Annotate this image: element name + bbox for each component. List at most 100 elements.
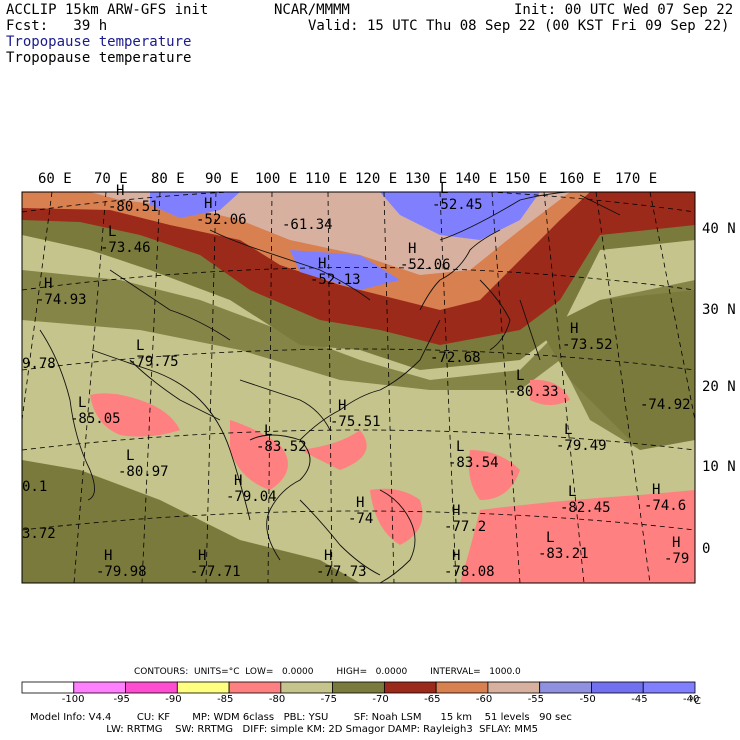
extremum-value: -73.52 — [562, 337, 613, 353]
extremum-value: -82.45 — [560, 500, 611, 516]
lon-label: 100 E — [255, 171, 298, 187]
extremum-value: -72.68 — [430, 350, 481, 366]
extremum-value: -61.34 — [282, 217, 333, 233]
high-marker: H — [324, 548, 333, 564]
high-marker: H — [408, 241, 417, 257]
colorbar-tick-label: -95 — [113, 694, 130, 705]
extremum-value: 3.72 — [22, 526, 56, 542]
model-info-line1: Model Info: V4.4 CU: KF MP: WDM 6class P… — [30, 712, 572, 723]
lon-label: 70 E — [94, 171, 128, 187]
lon-label: 60 E — [38, 171, 72, 187]
extremum-value: -73.46 — [100, 240, 151, 256]
colorbar-tick-label: -40 — [683, 694, 700, 705]
center-credit: NCAR/MMMM — [274, 2, 350, 18]
colorbar-tick-label: -75 — [320, 694, 337, 705]
extremum-value: -74.92 — [640, 397, 691, 413]
colorbar-tick-label: -85 — [217, 694, 234, 705]
extremum-value: -80.33 — [508, 384, 559, 400]
lon-label: 120 E — [355, 171, 398, 187]
colorbar-tick-label: -65 — [424, 694, 441, 705]
extremum-value: -74 — [348, 511, 374, 527]
lon-label: 160 E — [559, 171, 602, 187]
extremum-value: -52.13 — [310, 272, 361, 288]
model-title: ACCLIP 15km ARW-GFS init — [6, 2, 209, 18]
colorbar-tick-label: -70 — [372, 694, 389, 705]
extremum-value: -75.51 — [330, 414, 381, 430]
extremum-value: -77.73 — [316, 564, 367, 580]
extremum-value: -79.98 — [96, 564, 147, 580]
high-marker: H — [356, 495, 365, 511]
low-marker: L — [568, 484, 577, 500]
high-marker: H — [234, 473, 243, 489]
high-marker: H — [452, 503, 461, 519]
valid-time: Valid: 15 UTC Thu 08 Sep 22 (00 KST Fri … — [308, 18, 730, 34]
colorbar-tick-label: -60 — [475, 694, 493, 705]
lat-label: 20 N — [702, 379, 736, 395]
colorbar-tick-label: -80 — [268, 694, 286, 705]
extremum-value: 0.1 — [22, 479, 48, 495]
extremum-value: -79.49 — [556, 438, 607, 454]
lat-label: 40 N — [702, 221, 736, 237]
high-marker: H — [672, 535, 681, 551]
colorbar-tick-label: -50 — [579, 694, 596, 705]
lon-label: 170 E — [615, 171, 658, 187]
extremum-value: -79 — [664, 551, 690, 567]
low-marker: L — [264, 423, 273, 439]
lon-label: 110 E — [305, 171, 348, 187]
lon-label: 80 E — [151, 171, 185, 187]
extremum-value: -52.45 — [432, 197, 483, 213]
high-marker: H — [44, 276, 53, 292]
contour-info: CONTOURS: UNITS=°C LOW= 0.0000 HIGH= 0.0… — [134, 667, 521, 677]
colorbar-tick-label: -45 — [631, 694, 648, 705]
lon-label: 90 E — [205, 171, 239, 187]
field-title-blue: Tropopause temperature — [6, 34, 192, 50]
filled-field — [22, 192, 695, 583]
extremum-value: -83.52 — [256, 439, 307, 455]
colorbar-unit: °C — [689, 696, 701, 707]
extremum-value: -83.21 — [538, 546, 589, 562]
coastlines — [39, 192, 621, 583]
lon-label: 150 E — [505, 171, 548, 187]
extremum-value: 9.78 — [22, 356, 56, 372]
high-marker: H — [570, 321, 579, 337]
graticule — [22, 192, 695, 583]
extremum-value: -74.93 — [36, 292, 87, 308]
extremum-value: -74.6 — [644, 498, 687, 514]
lat-label: 30 N — [702, 302, 736, 318]
low-marker: L — [546, 530, 555, 546]
init-time: Init: 00 UTC Wed 07 Sep 22 — [514, 2, 734, 18]
extremum-value: -80.51 — [108, 199, 159, 215]
field-title: Tropopause temperature — [6, 50, 192, 66]
low-marker: L — [516, 368, 525, 384]
high-marker: H — [104, 548, 113, 564]
low-marker: L — [564, 422, 573, 438]
map-frame — [21, 191, 696, 584]
extremum-value: -79.04 — [226, 489, 277, 505]
high-marker: H — [204, 196, 213, 212]
lat-label: 0 — [702, 541, 711, 557]
extremum-value: -85.05 — [70, 411, 121, 427]
lat-label: 10 N — [702, 459, 736, 475]
low-marker: L — [78, 395, 87, 411]
extremum-value: -83.54 — [448, 455, 499, 471]
high-marker: H — [652, 482, 661, 498]
extremum-value: -77.71 — [190, 564, 241, 580]
low-marker: L — [136, 338, 145, 354]
high-marker: H — [116, 183, 125, 199]
low-marker: L — [108, 224, 117, 240]
colorbar-tick-label: -55 — [527, 694, 545, 705]
forecast-hour: Fcst: 39 h — [6, 18, 108, 34]
low-marker: L — [456, 439, 465, 455]
high-marker: H — [198, 548, 207, 564]
colorbar-tick-label: -100 — [61, 694, 85, 705]
extremum-value: -78.08 — [444, 564, 495, 580]
low-marker: L — [440, 181, 449, 197]
extremum-value: -52.06 — [196, 212, 247, 228]
high-marker: H — [452, 548, 461, 564]
extremum-value: -79.75 — [128, 354, 179, 370]
low-marker: L — [126, 448, 135, 464]
lon-label: 140 E — [455, 171, 498, 187]
extremum-value: -52.06 — [400, 257, 451, 273]
high-marker: H — [318, 256, 327, 272]
